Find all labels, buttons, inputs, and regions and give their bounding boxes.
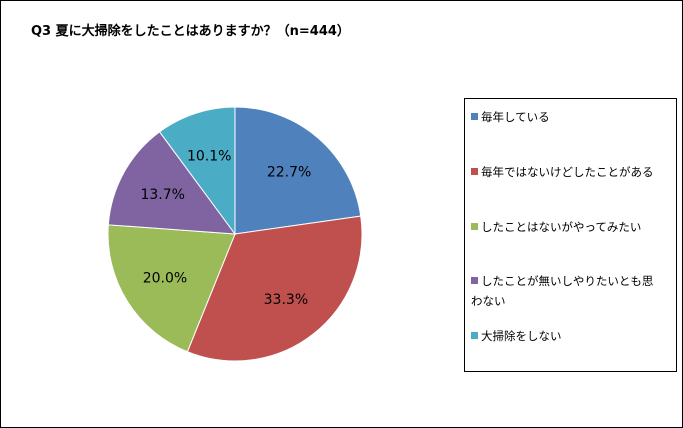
data-label: 10.1% <box>187 149 231 165</box>
legend-item: 大掃除をしない <box>471 326 671 346</box>
pie-slice <box>107 131 237 235</box>
legend-item: 毎年している <box>471 107 671 127</box>
pie-slice <box>158 106 236 236</box>
legend-swatch <box>471 223 478 230</box>
pie-slice <box>234 106 362 235</box>
pie-slice <box>107 224 236 353</box>
legend-swatch <box>471 277 478 284</box>
legend-item: したことはないがやってみたい <box>471 217 671 237</box>
pie-slice <box>186 215 363 362</box>
legend-item: したことが無いしやりたいとも思わない <box>471 271 663 311</box>
data-label: 33.3% <box>264 292 308 308</box>
legend-label: したことが無いしやりたいとも思わない <box>471 274 654 308</box>
data-label: 13.7% <box>140 187 184 203</box>
legend-label: 大掃除をしない <box>481 329 562 343</box>
data-label: 22.7% <box>267 165 311 181</box>
legend-label: 毎年ではないけどしたことがある <box>481 165 654 179</box>
data-label: 20.0% <box>143 271 187 287</box>
legend-label: したことはないがやってみたい <box>481 220 642 234</box>
legend: 毎年している 毎年ではないけどしたことがある したことはないがやってみたい した… <box>464 98 677 372</box>
chart-title: Q3 夏に大掃除をしたことはありますか？（n=444） <box>31 24 350 39</box>
legend-item: 毎年ではないけどしたことがある <box>471 162 671 182</box>
legend-swatch <box>471 332 478 339</box>
legend-swatch <box>471 113 478 120</box>
legend-swatch <box>471 168 478 175</box>
legend-label: 毎年している <box>481 110 550 124</box>
